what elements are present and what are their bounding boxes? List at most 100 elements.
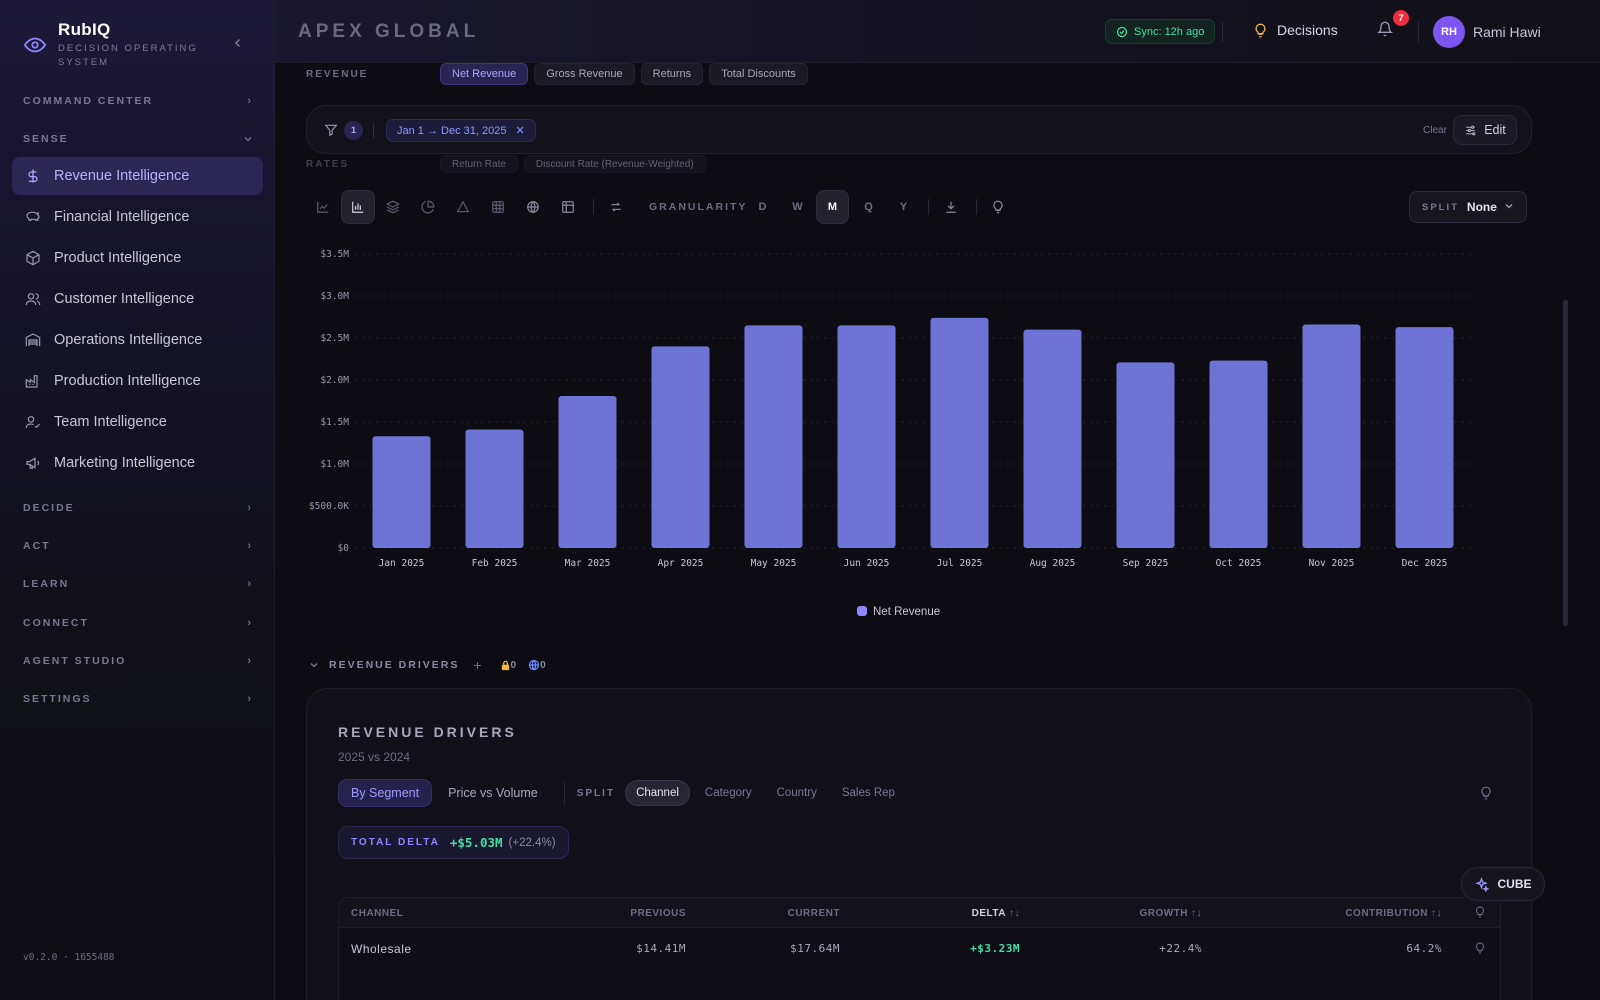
- sidebar-item-production-intelligence[interactable]: Production Intelligence: [12, 362, 263, 400]
- legend-swatch: [857, 606, 867, 616]
- x-tick-label: Jun 2025: [844, 558, 890, 569]
- bar-chart-button[interactable]: [341, 190, 375, 224]
- rates-group-label: RATES: [306, 158, 350, 170]
- column-header-previous[interactable]: PREVIOUS: [630, 908, 686, 919]
- chevron-down-icon: [310, 663, 318, 668]
- legend-label: Net Revenue: [873, 606, 940, 618]
- notifications-button[interactable]: [1376, 21, 1397, 41]
- y-tick-label: $1.5M: [320, 417, 349, 428]
- y-tick-label: $1.0M: [320, 459, 349, 470]
- sparkles-icon: [1475, 876, 1490, 892]
- add-icon[interactable]: +: [473, 657, 484, 673]
- swap-axes-button[interactable]: [599, 190, 633, 224]
- date-range-filter-chip[interactable]: Jan 1 → Dec 31, 2025 ✕: [386, 119, 536, 142]
- tab-by-segment[interactable]: By Segment: [338, 779, 433, 807]
- chevron-right-icon: ›: [247, 617, 253, 629]
- nav-section-label: CONNECT: [23, 617, 89, 629]
- decisions-button[interactable]: Decisions: [1253, 22, 1338, 38]
- metric-chip-total-discounts[interactable]: Total Discounts: [709, 63, 808, 85]
- granularity-year-button[interactable]: Y: [899, 201, 908, 213]
- grid-icon: [492, 201, 504, 213]
- column-header-delta[interactable]: DELTA ↑↓: [972, 908, 1020, 919]
- nav-section-decide[interactable]: DECIDE ›: [23, 502, 253, 514]
- cube-assistant-button[interactable]: CUBE: [1461, 867, 1545, 901]
- nav-section-command-center[interactable]: COMMAND CENTER ›: [23, 95, 253, 107]
- split-select[interactable]: SPLIT None: [1409, 191, 1527, 223]
- megaphone-icon: [24, 454, 42, 472]
- sidebar-item-label: Team Intelligence: [54, 414, 167, 430]
- brand[interactable]: RubIQ DECISION OPERATING SYSTEM: [24, 20, 208, 70]
- nav-section-learn[interactable]: LEARN ›: [23, 578, 253, 590]
- table-header: CHANNEL PREVIOUS CURRENT DELTA ↑↓ GROWTH ↑…: [339, 898, 1500, 928]
- granularity-quarter-button[interactable]: Q: [864, 201, 873, 213]
- nav-section-label: SENSE: [23, 133, 69, 145]
- filter-icon[interactable]: [324, 123, 338, 137]
- nav-section-agent-studio[interactable]: AGENT STUDIO ›: [23, 655, 253, 667]
- split-category[interactable]: Category: [704, 787, 752, 799]
- column-header-current[interactable]: CURRENT: [787, 908, 840, 919]
- split-sales-rep[interactable]: Sales Rep: [841, 787, 895, 799]
- scrollbar[interactable]: [1563, 300, 1568, 626]
- nav-section-label: ACT: [23, 540, 51, 552]
- clear-filters-button[interactable]: Clear: [1423, 125, 1447, 136]
- insights-button[interactable]: [981, 190, 1015, 224]
- sync-status-badge[interactable]: Sync: 12h ago: [1105, 19, 1216, 44]
- tab-price-vs-volume[interactable]: Price vs Volume: [448, 786, 538, 800]
- cell-growth: +22.4%: [1159, 942, 1202, 955]
- column-header-growth[interactable]: GROWTH ↑↓: [1139, 908, 1202, 919]
- bar: [1302, 324, 1361, 548]
- net-revenue-chart: $0 $500.0K $1.0M $1.5M $2.0M $2.5M $3.0M $3.5M J…: [275, 233, 1535, 633]
- split-country[interactable]: Country: [776, 787, 817, 799]
- avatar[interactable]: RH: [1433, 16, 1465, 48]
- sidebar-item-team-intelligence[interactable]: Team Intelligence: [12, 403, 263, 441]
- table-view-button[interactable]: [551, 190, 585, 224]
- user-name[interactable]: Rami Hawi: [1473, 24, 1541, 40]
- sidebar-item-operations-intelligence[interactable]: Operations Intelligence: [12, 321, 263, 359]
- revenue-drivers-section-header[interactable]: REVENUE DRIVERS + 0 0: [309, 657, 546, 673]
- global-count[interactable]: 0: [528, 659, 546, 671]
- cell-current: $17.64M: [790, 942, 840, 955]
- metric-chip-gross-revenue[interactable]: Gross Revenue: [534, 63, 635, 85]
- sidebar-item-financial-intelligence[interactable]: Financial Intelligence: [12, 198, 263, 236]
- y-tick-label: $3.5M: [320, 249, 349, 260]
- collapse-sidebar-button[interactable]: [232, 36, 246, 50]
- granularity-week-button[interactable]: W: [792, 201, 803, 213]
- global-count-value: 0: [540, 659, 546, 671]
- triangle-icon: [456, 200, 470, 213]
- stacked-chart-button[interactable]: [376, 190, 410, 224]
- sidebar-item-revenue-intelligence[interactable]: Revenue Intelligence: [12, 157, 263, 195]
- column-header-contribution[interactable]: CONTRIBUTION ↑↓: [1345, 908, 1442, 919]
- funnel-chart-button[interactable]: [446, 190, 480, 224]
- sidebar-item-customer-intelligence[interactable]: Customer Intelligence: [12, 280, 263, 318]
- split-channel[interactable]: Channel: [625, 780, 690, 806]
- metric-chip-net-revenue[interactable]: Net Revenue: [440, 63, 529, 85]
- metric-chip-returns[interactable]: Returns: [640, 63, 704, 85]
- lightbulb-icon[interactable]: [1479, 786, 1493, 800]
- bar: [372, 436, 431, 548]
- metric-chip-discount-rate[interactable]: Discount Rate (Revenue-Weighted): [523, 155, 706, 173]
- sidebar-item-marketing-intelligence[interactable]: Marketing Intelligence: [12, 444, 263, 482]
- nav-section-connect[interactable]: CONNECT ›: [23, 617, 253, 629]
- heatmap-button[interactable]: [481, 190, 515, 224]
- nav-section-settings[interactable]: SETTINGS ›: [23, 693, 253, 705]
- locked-count[interactable]: 0: [500, 660, 516, 671]
- pie-chart-button[interactable]: [411, 190, 445, 224]
- total-delta-badge: TOTAL DELTA +$5.03M (+22.4%): [338, 826, 569, 859]
- decisions-label: Decisions: [1277, 22, 1338, 38]
- download-button[interactable]: [934, 190, 968, 224]
- line-chart-button[interactable]: [306, 190, 340, 224]
- nav-section-sense[interactable]: SENSE: [23, 133, 253, 145]
- granularity-month-button[interactable]: M: [816, 190, 849, 224]
- lightbulb-icon[interactable]: [1474, 906, 1486, 918]
- column-header-channel[interactable]: CHANNEL: [351, 908, 404, 919]
- lightbulb-icon[interactable]: [1474, 942, 1486, 954]
- x-tick-label: Feb 2025: [472, 558, 518, 569]
- sidebar-item-product-intelligence[interactable]: Product Intelligence: [12, 239, 263, 277]
- close-icon[interactable]: ✕: [515, 125, 525, 137]
- metric-chip-return-rate[interactable]: Return Rate: [440, 155, 518, 173]
- edit-filters-button[interactable]: Edit: [1453, 115, 1517, 145]
- cube-label: CUBE: [1497, 877, 1532, 891]
- map-chart-button[interactable]: [516, 190, 550, 224]
- granularity-day-button[interactable]: D: [758, 201, 767, 213]
- nav-section-act[interactable]: ACT ›: [23, 540, 253, 552]
